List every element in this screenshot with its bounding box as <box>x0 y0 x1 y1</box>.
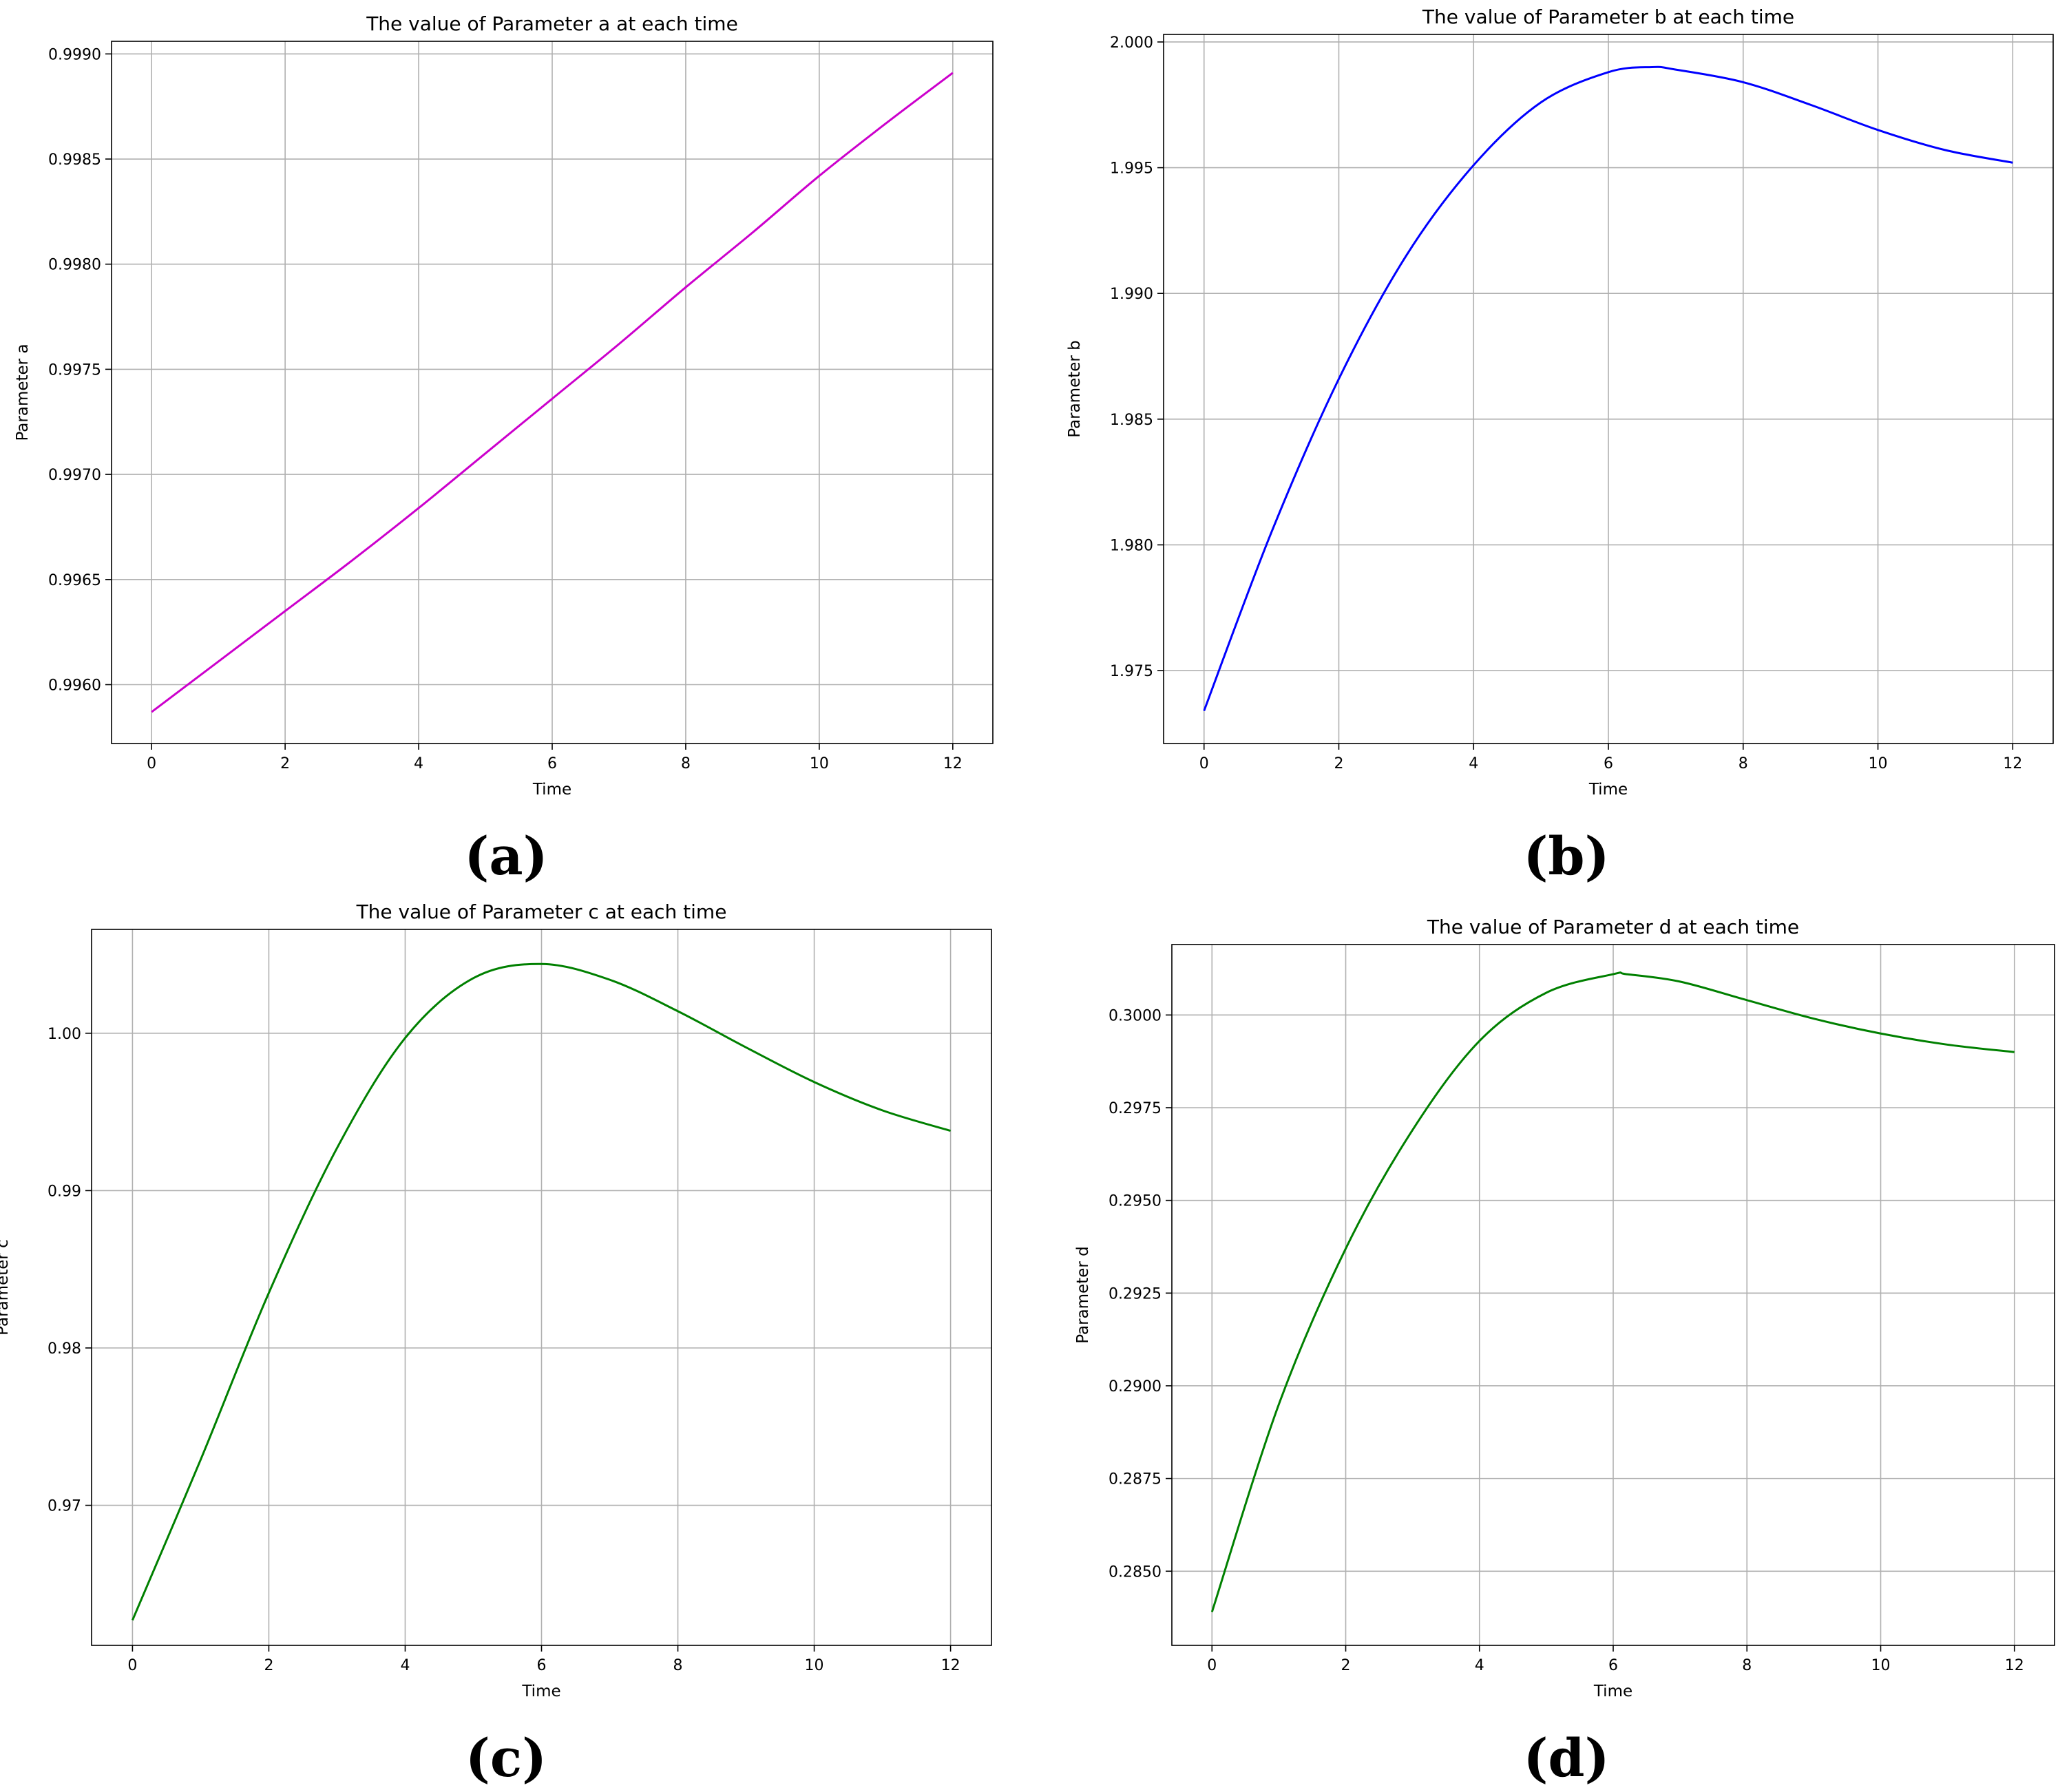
x-tick-label: 2 <box>280 755 290 772</box>
panel-label-d: (d) <box>1523 1727 1609 1789</box>
y-tick-label: 0.2950 <box>1109 1193 1162 1210</box>
x-tick-label: 4 <box>414 755 423 772</box>
x-tick-label: 10 <box>810 755 829 772</box>
y-tick-label: 0.2875 <box>1109 1471 1162 1488</box>
chart-title: The value of Parameter b at each time <box>1422 6 1794 28</box>
y-axis-label: Parameter c <box>0 1239 12 1336</box>
x-tick-label: 6 <box>1604 755 1613 772</box>
panel-label-b: (b) <box>1523 825 1609 887</box>
y-tick-label: 0.98 <box>48 1340 81 1358</box>
y-axis-label: Parameter a <box>14 344 32 441</box>
x-tick-label: 10 <box>1871 1657 1890 1674</box>
y-tick-label: 0.2900 <box>1109 1378 1162 1395</box>
y-tick-label: 1.980 <box>1110 537 1153 554</box>
y-tick-label: 1.985 <box>1110 412 1153 429</box>
y-tick-label: 0.9975 <box>48 361 101 379</box>
series-line-c <box>132 962 952 1621</box>
x-tick-label: 0 <box>1199 755 1209 772</box>
x-tick-label: 8 <box>1739 755 1748 772</box>
y-tick-label: 0.2925 <box>1109 1285 1162 1303</box>
x-tick-label: 12 <box>943 755 963 772</box>
x-tick-label: 2 <box>264 1657 273 1674</box>
chart-title: The value of Parameter a at each time <box>366 12 738 35</box>
y-tick-label: 0.2975 <box>1109 1100 1162 1117</box>
y-tick-label: 0.99 <box>48 1183 81 1200</box>
x-axis-label: Time <box>1588 781 1628 799</box>
chart-panel-c: 0 2 4 6 8 10 12 0.97 0.98 0.99 1.00 The value of Pa… <box>0 900 992 1789</box>
x-tick-label: 4 <box>1469 755 1478 772</box>
x-tick-label: 8 <box>681 755 691 772</box>
y-tick-label: 1.975 <box>1110 663 1153 680</box>
x-tick-label: 0 <box>127 1657 137 1674</box>
x-tick-label: 12 <box>941 1657 960 1674</box>
y-tick-label: 0.9970 <box>48 467 101 484</box>
series-line-b <box>1203 65 2013 712</box>
x-tick-label: 4 <box>400 1657 410 1674</box>
series-line-a <box>151 72 954 713</box>
y-tick-label: 2.000 <box>1110 34 1153 52</box>
y-tick-label: 0.3000 <box>1109 1007 1162 1024</box>
chart-panel-b: 0 2 4 6 8 10 12 1.975 1.980 1.985 1.990 1.995 2.000 T… <box>1066 6 2054 887</box>
y-tick-label: 1.990 <box>1110 286 1153 303</box>
x-tick-label: 12 <box>2003 755 2022 772</box>
x-tick-label: 6 <box>537 1657 547 1674</box>
series-line-d <box>1210 971 2015 1612</box>
x-tick-label: 0 <box>147 755 156 772</box>
x-axis-label: Time <box>1593 1683 1632 1700</box>
x-tick-label: 8 <box>673 1657 683 1674</box>
x-tick-label: 2 <box>1341 1657 1351 1674</box>
y-tick-label: 0.9985 <box>48 151 101 169</box>
panel-label-a: (a) <box>464 825 547 887</box>
x-tick-label: 2 <box>1334 755 1343 772</box>
y-axis-label: Parameter b <box>1066 340 1084 438</box>
x-tick-label: 6 <box>1608 1657 1618 1674</box>
y-tick-label: 0.2850 <box>1109 1563 1162 1581</box>
chart-panel-d: 0 2 4 6 8 10 12 0.2850 0.2875 0.2900 0.2925 0.2950 0… <box>1074 916 2055 1789</box>
y-tick-label: 0.9980 <box>48 257 101 274</box>
x-tick-label: 10 <box>805 1657 824 1674</box>
x-tick-label: 6 <box>547 755 557 772</box>
y-tick-label: 0.9960 <box>48 677 101 694</box>
y-tick-label: 1.00 <box>48 1026 81 1043</box>
x-axis-label: Time <box>532 781 571 799</box>
x-tick-label: 4 <box>1475 1657 1484 1674</box>
x-axis-label: Time <box>521 1683 560 1700</box>
x-tick-label: 10 <box>1869 755 1888 772</box>
panel-label-c: (c) <box>465 1727 547 1789</box>
y-tick-label: 0.9990 <box>48 46 101 63</box>
chart-title: The value of Parameter d at each time <box>1427 916 1799 938</box>
y-tick-label: 0.97 <box>48 1498 81 1515</box>
x-tick-label: 8 <box>1742 1657 1752 1674</box>
chart-panel-a: 0 2 4 6 8 10 12 0.9960 0.9965 0.9970 0.9975 0.9980 0… <box>14 12 994 887</box>
y-tick-label: 0.9965 <box>48 572 101 589</box>
chart-title: The value of Parameter c at each time <box>356 900 727 923</box>
x-tick-label: 12 <box>2005 1657 2024 1674</box>
y-tick-label: 1.995 <box>1110 160 1153 178</box>
y-axis-label: Parameter d <box>1074 1246 1092 1344</box>
x-tick-label: 0 <box>1207 1657 1217 1674</box>
